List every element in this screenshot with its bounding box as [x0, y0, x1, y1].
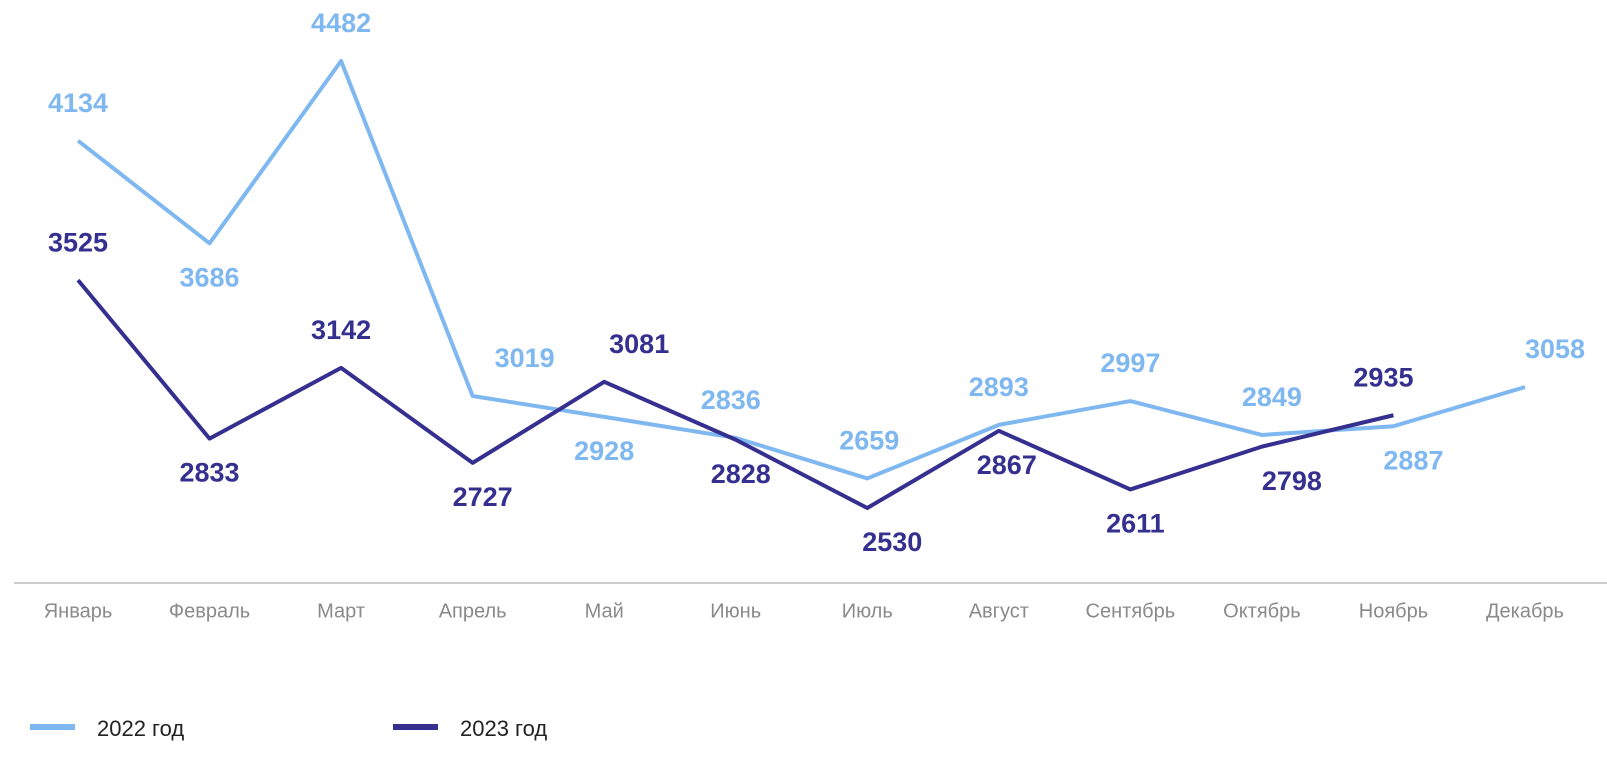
legend-label: 2022 год — [97, 716, 184, 741]
data-label: 2867 — [977, 450, 1037, 480]
data-label: 4482 — [311, 8, 371, 38]
data-label: 2659 — [839, 426, 899, 456]
x-tick-label: Июль — [842, 600, 893, 622]
data-label: 3019 — [495, 343, 555, 373]
data-label: 3081 — [609, 329, 669, 359]
x-tick-label: Апрель — [439, 600, 507, 622]
x-tick-label: Январь — [44, 600, 113, 622]
x-tick-label: Февраль — [169, 600, 250, 622]
data-label: 3058 — [1525, 334, 1585, 364]
data-label: 2836 — [701, 385, 761, 415]
series-line — [76, 278, 1394, 510]
data-label: 3686 — [180, 262, 240, 292]
x-tick-label: Март — [317, 600, 365, 622]
data-label: 2611 — [1106, 509, 1165, 539]
x-tick-label: Ноябрь — [1359, 600, 1428, 622]
x-tick-label: Июнь — [710, 600, 761, 622]
series-line — [76, 59, 1526, 481]
data-label: 2530 — [862, 527, 922, 557]
data-label: 4134 — [48, 88, 108, 118]
x-tick-label: Май — [585, 600, 624, 622]
data-label: 2997 — [1100, 348, 1160, 378]
data-label: 2935 — [1353, 362, 1413, 392]
data-label: 2798 — [1262, 466, 1322, 496]
data-label: 2893 — [969, 372, 1029, 402]
data-label: 2928 — [574, 436, 634, 466]
data-label: 3525 — [48, 227, 108, 257]
x-tick-label: Август — [969, 600, 1029, 622]
data-label: 3142 — [311, 315, 371, 345]
data-label: 2828 — [711, 459, 771, 489]
data-label: 2887 — [1383, 445, 1443, 475]
x-tick-label: Сентябрь — [1086, 600, 1176, 622]
x-tick-label: Октябрь — [1223, 600, 1301, 622]
legend-label: 2023 год — [460, 716, 547, 741]
data-label: 2849 — [1242, 382, 1302, 412]
x-tick-label: Декабрь — [1486, 600, 1564, 622]
data-label: 2833 — [180, 458, 240, 488]
data-label: 2727 — [453, 482, 513, 512]
